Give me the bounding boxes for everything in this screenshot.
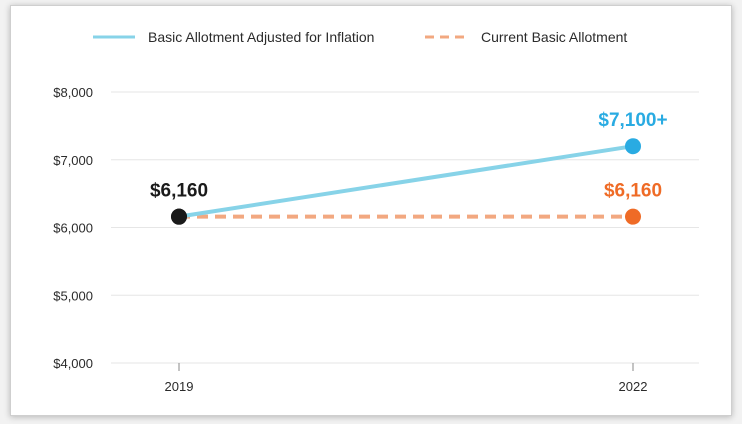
- x-axis-ticks: 2019 2022: [165, 363, 648, 394]
- line-chart: $4,000$5,000$6,000$7,000$8,000 2019 2022 …: [53, 29, 699, 394]
- y-tick-label: $7,000: [53, 153, 93, 168]
- data-label: $6,160: [604, 181, 662, 202]
- series-layer: [178, 144, 634, 219]
- data-point: [625, 138, 641, 155]
- data-point: [171, 208, 187, 225]
- point-layer: [171, 138, 641, 225]
- series-line: [178, 144, 634, 219]
- y-tick-label: $6,000: [53, 221, 93, 236]
- chart-frame: $4,000 $5,000 $6,000 $7,000 $8,000 2019 2022 …: [10, 5, 732, 416]
- legend: Basic Allotment Adjusted for Inflation Cu…: [93, 29, 627, 45]
- data-label: $7,100+: [598, 110, 667, 131]
- x-tick-label: 2022: [619, 379, 648, 394]
- legend-label: Basic Allotment Adjusted for Inflation: [148, 29, 374, 45]
- data-label-layer: $6,160 $7,100+ $6,160: [150, 110, 668, 201]
- grid-layer: [111, 91, 699, 364]
- y-tick-label: $8,000: [53, 85, 93, 100]
- y-tick-label: $5,000: [53, 288, 93, 303]
- y-tick-label: $4,000: [53, 356, 93, 371]
- data-label: $6,160: [150, 181, 208, 202]
- y-axis-ticks: $4,000 $5,000 $6,000 $7,000 $8,000: [53, 85, 93, 371]
- legend-label: Current Basic Allotment: [481, 29, 627, 45]
- data-point: [625, 208, 641, 225]
- x-tick-label: 2019: [165, 379, 194, 394]
